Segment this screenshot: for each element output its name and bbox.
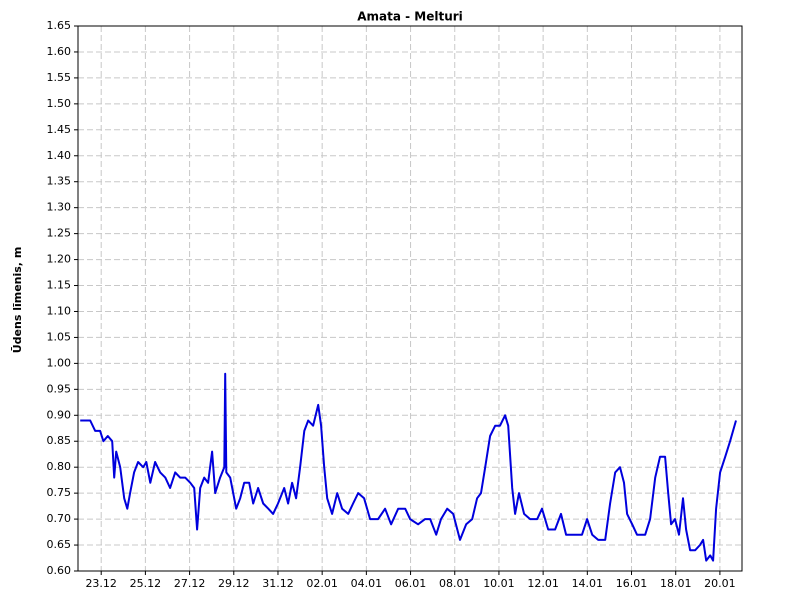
y-tick-label: 1.15 — [47, 279, 72, 292]
x-tick-label: 10.01 — [483, 577, 515, 590]
x-tick-label: 20.01 — [704, 577, 736, 590]
x-tick-label: 25.12 — [130, 577, 162, 590]
x-tick-label: 06.01 — [395, 577, 427, 590]
y-tick-label: 1.60 — [47, 45, 72, 58]
y-tick-label: 1.00 — [47, 356, 72, 369]
data-line — [80, 372, 737, 562]
x-tick-label: 12.01 — [527, 577, 559, 590]
x-tick-label: 29.12 — [218, 577, 250, 590]
y-tick-label: 0.90 — [47, 408, 72, 421]
chart-title: Amata - Melturi — [357, 10, 463, 24]
y-tick-label: 1.30 — [47, 201, 72, 214]
y-tick-label: 0.85 — [47, 434, 72, 447]
y-tick-label: 1.05 — [47, 330, 72, 343]
y-tick-label: 0.80 — [47, 460, 72, 473]
x-tick-label: 08.01 — [439, 577, 471, 590]
y-tick-label: 1.10 — [47, 304, 72, 317]
x-tick-label: 18.01 — [660, 577, 692, 590]
plot-area — [78, 26, 742, 571]
plot-frame — [77, 25, 743, 572]
y-tick-label: 1.20 — [47, 253, 72, 266]
y-tick-label: 1.50 — [47, 97, 72, 110]
x-tick-label: 02.01 — [306, 577, 338, 590]
y-tick-label: 0.60 — [47, 564, 72, 577]
y-tick-label: 0.70 — [47, 512, 72, 525]
y-tick-label: 1.65 — [47, 19, 72, 32]
y-tick-label: 1.40 — [47, 149, 72, 162]
y-axis-label: Ūdens līmenis, m — [11, 247, 24, 354]
x-tick-label: 16.01 — [616, 577, 648, 590]
x-tick-label: 04.01 — [351, 577, 383, 590]
y-tick-label: 1.55 — [47, 71, 72, 84]
y-tick-label: 0.95 — [47, 382, 72, 395]
x-tick-label: 23.12 — [85, 577, 117, 590]
y-tick-label: 1.25 — [47, 227, 72, 240]
x-tick-label: 14.01 — [572, 577, 604, 590]
x-tick-label: 31.12 — [262, 577, 294, 590]
y-tick-label: 0.75 — [47, 486, 72, 499]
x-tick-label: 27.12 — [174, 577, 206, 590]
y-tick-label: 1.45 — [47, 123, 72, 136]
y-tick-label: 0.65 — [47, 538, 72, 551]
y-tick-label: 1.35 — [47, 175, 72, 188]
